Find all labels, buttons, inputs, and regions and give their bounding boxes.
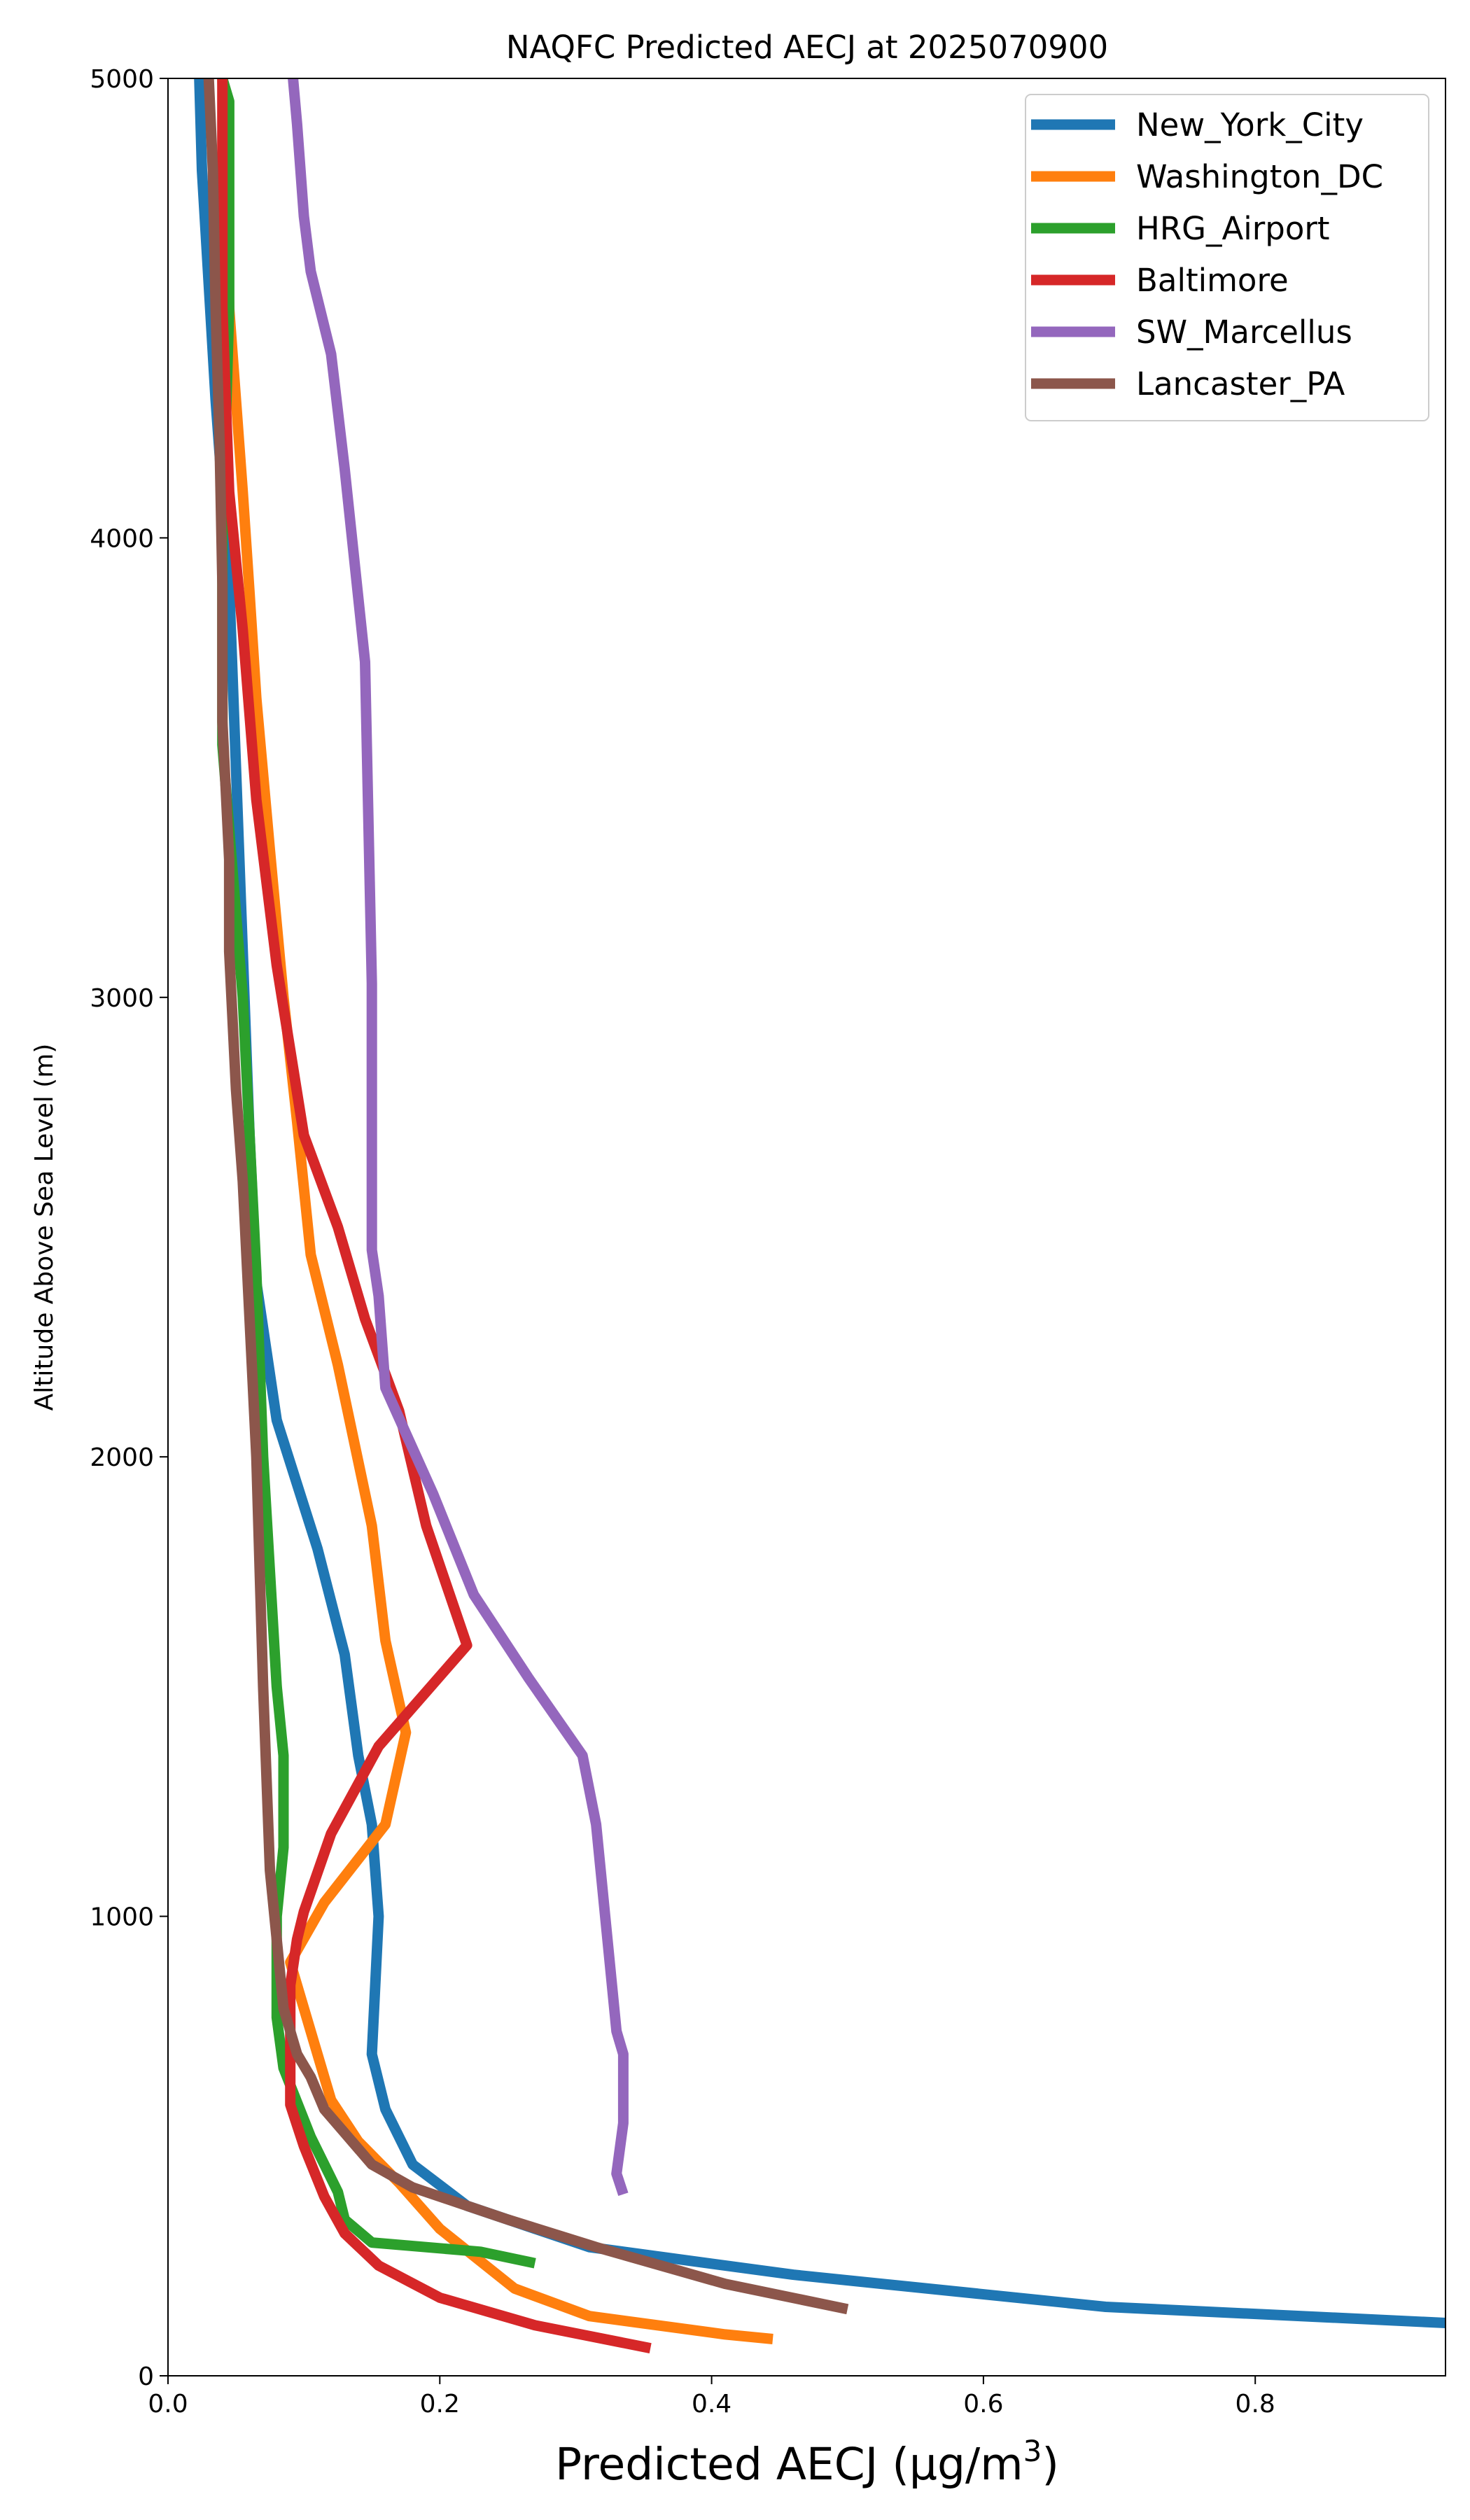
series-line-washington-dc [217, 78, 774, 2344]
x-tick-label: 0.4 [692, 2390, 732, 2418]
y-tick-label: 2000 [90, 1443, 154, 1472]
legend-label-new-york-city: New_York_City [1136, 106, 1364, 144]
x-tick-label: 0.8 [1236, 2390, 1275, 2418]
legend-label-sw-marcellus: SW_Marcellus [1136, 314, 1352, 351]
x-tick-label: 0.2 [420, 2390, 460, 2418]
x-axis-label-unit: (μg/m [892, 2439, 1023, 2490]
legend: New_York_City Washington_DC HRG_Airport Bal… [1025, 94, 1429, 421]
x-axis-label: Predicted AECJ (μg/m3) [555, 2434, 1059, 2490]
y-tick-label: 3000 [90, 984, 154, 1013]
plot-area [194, 78, 1446, 2353]
legend-label-baltimore: Baltimore [1136, 262, 1289, 299]
x-axis-label-text: Predicted AECJ [555, 2439, 878, 2490]
x-tick-label: 0.6 [963, 2390, 1003, 2418]
legend-label-lancaster-pa: Lancaster_PA [1136, 365, 1345, 402]
y-axis: 0 1000 2000 3000 4000 5000 [90, 65, 168, 2391]
legend-box [1025, 94, 1429, 421]
x-tick-label: 0.0 [148, 2390, 188, 2418]
y-tick-label: 0 [138, 2362, 154, 2391]
legend-label-hrg-airport: HRG_Airport [1136, 210, 1330, 247]
series-line-lancaster-pa [203, 78, 849, 2315]
chart-title: NAQFC Predicted AECJ at 2025070900 [506, 29, 1108, 66]
y-tick-label: 5000 [90, 65, 154, 94]
x-axis: 0.0 0.2 0.4 0.6 0.8 [148, 2376, 1275, 2418]
legend-label-washington-dc: Washington_DC [1136, 158, 1383, 195]
x-axis-label-unit-superscript: 3 [1023, 2434, 1042, 2468]
series-line-baltimore [217, 78, 652, 2353]
x-axis-label-unit-close: ) [1042, 2439, 1059, 2490]
y-axis-label: Altitude Above Sea Level (m) [30, 1044, 59, 1411]
axes-frame [167, 78, 1446, 2376]
y-tick-label: 4000 [90, 524, 154, 553]
x-axis-label-space [878, 2439, 892, 2490]
series-line-sw-marcellus [288, 78, 629, 2197]
y-tick-label: 1000 [90, 1903, 154, 1932]
